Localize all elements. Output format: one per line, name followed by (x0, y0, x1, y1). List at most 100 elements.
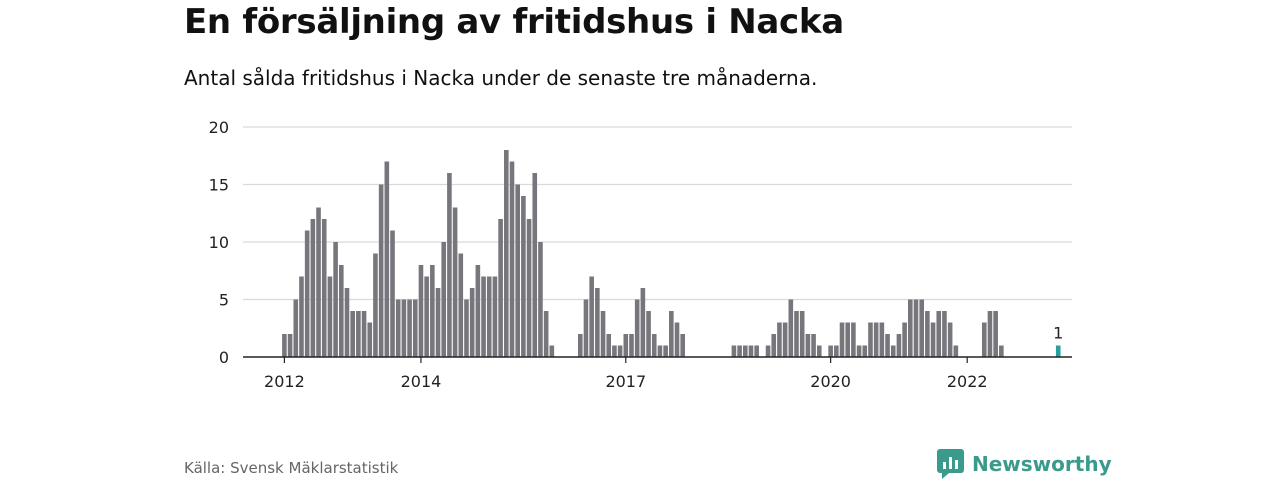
bar (754, 345, 759, 357)
bar (401, 299, 407, 357)
bar (777, 322, 782, 357)
bar (816, 345, 822, 357)
bar (999, 345, 1004, 357)
bar (771, 334, 777, 357)
bar (526, 219, 532, 357)
bar (742, 345, 748, 357)
bar (805, 334, 811, 357)
y-tick-label: 10 (209, 233, 229, 252)
bar (674, 322, 680, 357)
bar (361, 311, 367, 357)
bar (936, 311, 942, 357)
bar (504, 150, 509, 357)
bar (930, 322, 936, 357)
bar (890, 345, 896, 357)
bar (987, 311, 993, 357)
bar (282, 334, 287, 357)
bar (595, 288, 600, 357)
bar (879, 322, 885, 357)
bar (828, 345, 833, 357)
bar (430, 265, 435, 357)
bar (919, 299, 924, 357)
bar (669, 311, 674, 357)
bar (908, 299, 913, 357)
bar (651, 334, 657, 357)
bar (748, 345, 754, 357)
bar (680, 334, 685, 357)
bar (310, 219, 316, 357)
bar (424, 276, 429, 357)
newsworthy-logo-icon (937, 449, 964, 479)
brand-name: Newsworthy (972, 452, 1112, 476)
bar (589, 276, 594, 357)
newsworthy-brand[interactable]: Newsworthy (937, 449, 1112, 479)
bar (856, 345, 862, 357)
bar (606, 334, 612, 357)
bar (304, 230, 310, 357)
bar (395, 299, 401, 357)
bar (896, 334, 902, 357)
bar (646, 311, 651, 357)
bar (623, 334, 629, 357)
bar (498, 219, 503, 357)
bar (339, 265, 344, 357)
x-tick-label: 2022 (947, 372, 988, 391)
bar (737, 345, 742, 357)
bar (407, 299, 412, 357)
y-tick-label: 5 (219, 291, 229, 310)
bar (538, 242, 543, 357)
bar (367, 322, 373, 357)
bar (868, 322, 873, 357)
bar (299, 276, 304, 357)
bar (953, 345, 959, 357)
bar (521, 196, 526, 357)
bar (344, 288, 350, 357)
bar (287, 334, 293, 357)
bar (373, 253, 378, 357)
bar (925, 311, 930, 357)
bar (452, 207, 458, 357)
bar-chart: 0 5 10 15 20 1 2012 2014 2017 2020 2022 (209, 118, 1072, 391)
bar (464, 299, 469, 357)
bar (981, 322, 987, 357)
bar (839, 322, 845, 357)
bar (794, 311, 799, 357)
bar (634, 299, 640, 357)
bar (583, 299, 589, 357)
source-note: Källa: Svensk Mäklarstatistik (184, 459, 399, 477)
y-tick-label: 15 (209, 176, 229, 195)
bar (350, 311, 355, 357)
bar (834, 345, 839, 357)
bar (731, 345, 737, 357)
bar (469, 288, 475, 357)
bar (663, 345, 668, 357)
bar (458, 253, 464, 357)
bar (356, 311, 361, 357)
bar (913, 299, 919, 357)
bar (862, 345, 868, 357)
bar (617, 345, 623, 357)
bar (799, 311, 805, 357)
bar (640, 288, 646, 357)
bar (885, 334, 890, 357)
bar (390, 230, 395, 357)
bar (612, 345, 617, 357)
bar (851, 322, 856, 357)
bar (412, 299, 418, 357)
bar (475, 265, 481, 357)
bar (441, 242, 447, 357)
bar (788, 299, 794, 357)
bar (327, 276, 333, 357)
bar (486, 276, 492, 357)
bar (873, 322, 879, 357)
bar (765, 345, 771, 357)
bar (481, 276, 486, 357)
bar (577, 334, 583, 357)
bar (333, 242, 338, 357)
bar (902, 322, 907, 357)
bar (942, 311, 947, 357)
x-tick-label: 2014 (401, 372, 442, 391)
y-tick-label: 0 (219, 348, 229, 367)
bar (492, 276, 498, 357)
bar (782, 322, 788, 357)
